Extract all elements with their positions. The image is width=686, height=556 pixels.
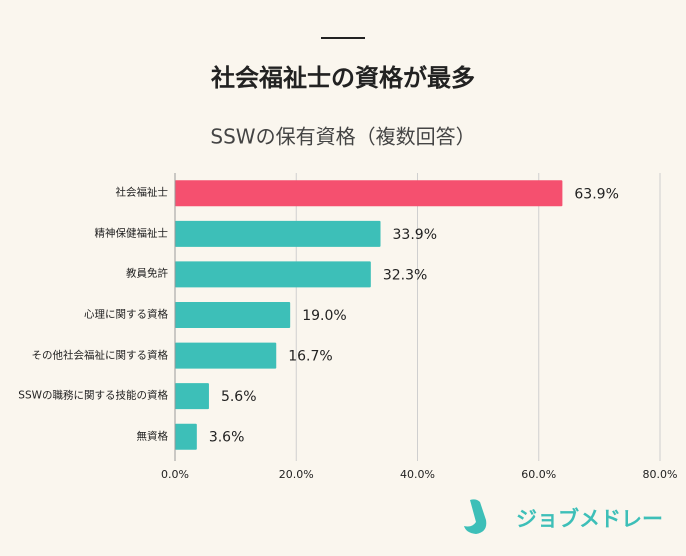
bar: [175, 220, 381, 247]
x-tick-label: 80.0%: [643, 468, 678, 481]
bar: [175, 302, 291, 328]
y-tick-label: 教員免許: [126, 267, 168, 280]
bar: [175, 261, 371, 288]
value-label: 63.9%: [574, 186, 618, 202]
chart-title: SSWの保有資格（複数回答）: [210, 125, 475, 149]
logo-text: ジョブメドレー: [516, 507, 663, 531]
y-tick-label: 心理に関する資格: [84, 308, 168, 321]
x-tick-label: 60.0%: [521, 468, 556, 481]
value-label: 32.3%: [383, 267, 427, 283]
x-tick-label: 40.0%: [400, 468, 435, 481]
value-label: 33.9%: [393, 227, 437, 243]
bar: [175, 383, 209, 410]
x-tick-label: 0.0%: [161, 468, 189, 481]
y-tick-label: 無資格: [136, 430, 169, 443]
x-tick-label: 20.0%: [279, 468, 314, 481]
logo: ジョブメドレー: [464, 499, 663, 534]
value-label: 16.7%: [288, 349, 332, 365]
bar: [175, 423, 197, 450]
value-label: 3.6%: [209, 430, 245, 446]
logo-icon: [464, 499, 487, 534]
bar: [175, 180, 563, 207]
page-title: 社会福祉士の資格が最多: [211, 64, 475, 92]
y-tick-label: SSWの職務に関する技能の資格: [18, 389, 168, 402]
y-tick-label: その他社会福祉に関する資格: [31, 349, 169, 362]
y-tick-label: 精神保健福祉士: [94, 227, 169, 240]
y-tick-label: 社会福祉士: [115, 186, 169, 199]
bar: [175, 342, 277, 369]
value-label: 5.6%: [221, 389, 257, 405]
value-label: 19.0%: [302, 308, 346, 324]
